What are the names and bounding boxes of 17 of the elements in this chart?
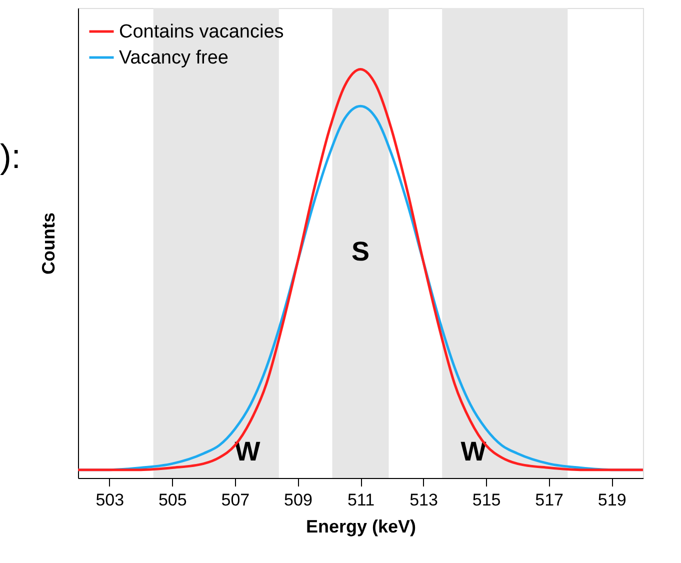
y-axis-title: Counts [38, 212, 58, 274]
legend-label: Vacancy free [119, 48, 228, 68]
text: ): [0, 138, 21, 176]
band-label: W [234, 436, 261, 466]
x-tick-label: 519 [598, 490, 626, 510]
x-tick-label: 503 [96, 490, 124, 510]
x-tick-label: 505 [158, 490, 187, 510]
x-tick-label: 509 [284, 490, 312, 510]
x-tick-label: 515 [472, 490, 501, 510]
legend-label: Contains vacancies [119, 22, 284, 42]
x-tick-label: 513 [410, 490, 438, 510]
x-tick-label: 507 [221, 490, 250, 510]
x-axis-title: Energy (keV) [306, 516, 416, 536]
x-tick-label: 511 [347, 490, 375, 510]
band-label: S [351, 236, 370, 266]
x-tick-label: 517 [535, 490, 564, 510]
band-label: W [460, 436, 487, 466]
